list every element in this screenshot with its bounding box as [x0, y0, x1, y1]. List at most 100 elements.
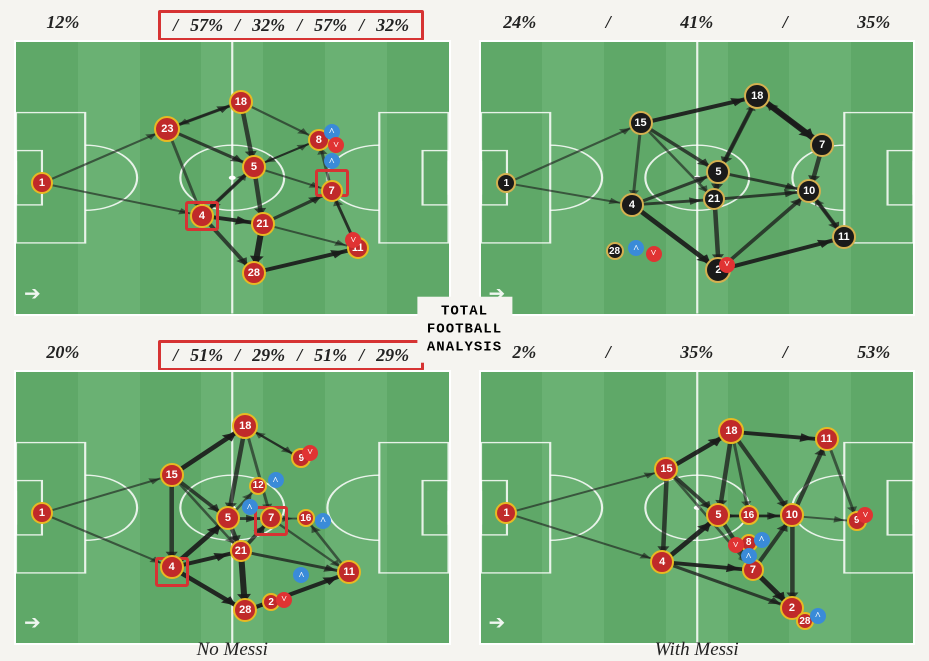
pitch-svg [481, 372, 914, 644]
zone-val: / [291, 343, 308, 367]
player-node: 7 [260, 507, 282, 529]
player-node: 4 [160, 555, 184, 579]
sub-in-icon: ˄ [754, 532, 770, 548]
zone-val: 51% [308, 343, 353, 367]
zone-val: 35% [851, 10, 896, 35]
zone-val: 53% [851, 340, 896, 365]
player-node: 1 [495, 502, 517, 524]
zone-percentages: 12%/57%/32%/57%/32% [4, 10, 461, 41]
player-node: 12 [249, 477, 267, 495]
pass-edge [506, 123, 640, 183]
player-node: 15 [160, 463, 184, 487]
zone-val: / [777, 10, 794, 35]
player-node: 4 [650, 550, 674, 574]
zone-val: 29% [246, 343, 291, 367]
player-node: 5 [706, 160, 730, 184]
player-node: 15 [654, 457, 678, 481]
player-node: 28 [242, 261, 266, 285]
pitch-svg [16, 42, 449, 314]
zone-percentages: 20% /51%/29%/51%/29% [4, 340, 461, 371]
player-node: 21 [251, 212, 275, 236]
zone-val: 57% [184, 13, 229, 37]
sub-in-icon: ˄ [324, 153, 340, 169]
sub-in-icon: ˄ [293, 567, 309, 583]
sub-in-icon: ˄ [315, 513, 331, 529]
player-node: 10 [797, 179, 821, 203]
attack-direction-icon: ➔ [24, 281, 41, 306]
pass-edge [42, 513, 172, 567]
zone-val: / [167, 13, 184, 37]
zone-val: 29% [370, 343, 415, 367]
zone-highlight-box: /57%/32%/57%/32% [158, 10, 424, 41]
panel-bottom-right: 12%/35%/53%1151845161011722898˅˄˄˄˅➔ [469, 334, 926, 656]
sub-in-icon: ˄ [268, 472, 284, 488]
pass-edge [506, 469, 666, 512]
player-node: 11 [337, 560, 361, 584]
sub-out-icon: ˅ [328, 137, 344, 153]
attack-direction-icon: ➔ [24, 610, 41, 635]
player-node: 4 [620, 193, 644, 217]
player-node: 21 [703, 188, 725, 210]
zone-val: 24% [497, 10, 542, 35]
sub-out-icon: ˅ [857, 507, 873, 523]
sub-in-icon: ˄ [741, 548, 757, 564]
player-node: 7 [321, 180, 343, 202]
player-node: 11 [815, 427, 839, 451]
player-node: 11 [832, 225, 856, 249]
player-node: 4 [190, 204, 214, 228]
player-node: 5 [242, 155, 266, 179]
watermark-label: TOTAL FOOTBALL ANALYSIS [417, 296, 512, 363]
sub-out-icon: ˅ [728, 537, 744, 553]
zone-val: / [291, 13, 308, 37]
pitch: 11518452128791112162˅˄˄˅˄˄➔ [14, 370, 451, 646]
sub-in-icon: ˄ [242, 499, 258, 515]
caption-right: With Messi [465, 639, 929, 661]
caption-left: No Messi [0, 639, 465, 661]
pitch-svg [481, 42, 914, 314]
zone-val: / [600, 340, 617, 365]
pass-edge [42, 183, 202, 216]
zone-val: / [353, 343, 370, 367]
sub-in-icon: ˄ [810, 608, 826, 624]
player-node: 28 [606, 242, 624, 260]
pass-edge [506, 513, 662, 562]
player-node: 28 [233, 598, 257, 622]
panel-bottom-left: 20%/51%/29%/51%/29%11518452128791112162˅… [4, 334, 461, 656]
zone-val: 51% [184, 343, 229, 367]
zone-val: 35% [674, 340, 719, 365]
zone-val: 20% [40, 340, 85, 371]
sub-out-icon: ˅ [345, 232, 361, 248]
player-node: 5 [216, 506, 240, 530]
watermark-line: FOOTBALL [427, 320, 502, 338]
player-node: 21 [230, 540, 252, 562]
player-node: 15 [629, 111, 653, 135]
zone-val: 32% [370, 13, 415, 37]
panel-top-right: 24%/41%/35%11518452127101128˄˅˅➔ [469, 4, 926, 326]
zone-highlight-box: /51%/29%/51%/29% [158, 340, 424, 371]
player-node: 18 [232, 413, 258, 439]
zone-val: 41% [674, 10, 719, 35]
zone-val: / [353, 13, 370, 37]
sub-out-icon: ˅ [276, 592, 292, 608]
player-node: 18 [718, 418, 744, 444]
player-node: 1 [496, 173, 516, 193]
sub-out-icon: ˅ [302, 445, 318, 461]
zone-percentages: 12%/35%/53% [469, 340, 926, 365]
player-node: 18 [744, 83, 770, 109]
zone-val: 57% [308, 13, 353, 37]
zone-val: / [167, 343, 184, 367]
panel-top-left: 12%/57%/32%/57%/32%123185421287811˄˅˅˄➔ [4, 4, 461, 326]
zone-val: / [229, 13, 246, 37]
player-node: 16 [297, 509, 315, 527]
sub-out-icon: ˅ [646, 246, 662, 262]
zone-val: 12% [40, 10, 85, 41]
sub-in-icon: ˄ [628, 240, 644, 256]
player-node: 1 [31, 172, 53, 194]
pitch: 123185421287811˄˅˅˄➔ [14, 40, 451, 316]
zone-val: / [777, 340, 794, 365]
zone-val: 32% [246, 13, 291, 37]
player-node: 1 [31, 502, 53, 524]
zone-percentages: 24%/41%/35% [469, 10, 926, 35]
watermark-line: TOTAL [427, 302, 502, 320]
watermark-line: ANALYSIS [427, 339, 502, 357]
